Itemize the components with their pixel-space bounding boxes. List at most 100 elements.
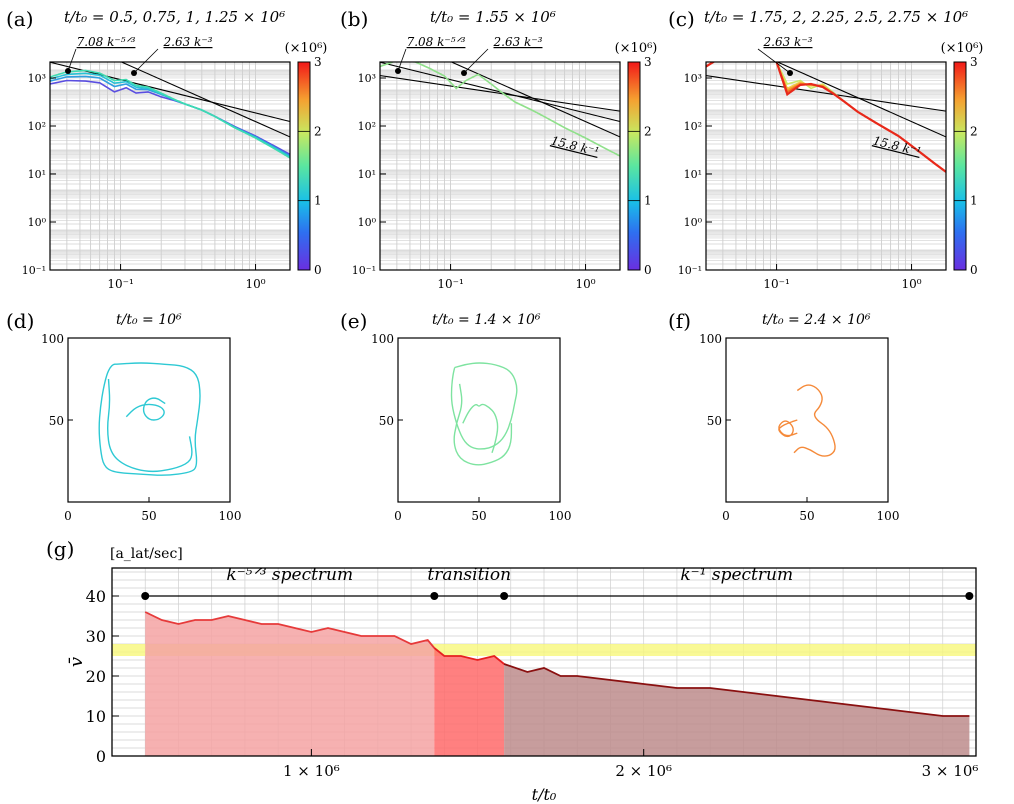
fit-leader-c-0 [757,48,791,74]
ytick-label-a-1: 10² [28,120,46,133]
colorbar-unit-c: (×10⁶) [941,41,984,56]
g-region-label-0: k⁻⁵ᐟ³ spectrum [226,565,353,585]
panel-title-c: t/t₀ = 1.75, 2, 2.25, 2.5, 2.75 × 10⁶ [704,8,968,26]
fit-leader-b-0 [397,48,407,72]
panel-letter-c: (c) [668,7,695,31]
g-marker-dot-2 [500,592,509,600]
traj-xtick-label-e-2: 100 [549,509,572,523]
xtick-label-c-0: 10⁻¹ [763,277,789,291]
trajectory-curve-d-2 [125,397,166,421]
xtick-label-a-0: 10⁻¹ [107,277,133,291]
fit-label-b-0: 7.08 k⁻⁵ᐟ³ [407,35,466,49]
fit-leader-b-1 [463,48,489,74]
ytick-label-b-1: 10² [358,120,376,133]
fit-line-a-0 [50,62,290,123]
xtick-label-c-1: 10⁰ [901,277,921,291]
ytick-label-c-4: 10⁻¹ [678,264,702,277]
traj-xtick-label-d-0: 0 [64,509,72,523]
grid-a [50,62,290,270]
fit-line-b-2 [380,75,620,112]
panel-letter-g: (g) [46,537,74,561]
fit-line-c-0 [776,62,946,138]
g-ytick-label-2: 20 [86,667,106,686]
ytick-label-a-3: 10⁰ [28,216,47,229]
traj-ytick-label-d-1: 100 [41,332,64,346]
g-region-label-2: k⁻¹ spectrum [680,565,793,585]
traj-xtick-label-e-1: 50 [471,509,486,523]
fit-label-c-0: 2.63 k⁻³ [763,35,813,49]
plot-frame-b [379,61,621,271]
trajectory-curve-d-1 [107,378,193,473]
fit-label-a-0: 7.08 k⁻⁵ᐟ³ [77,35,136,49]
ytick-label-a-0: 10³ [28,72,46,85]
g-ytick-label-3: 30 [86,627,106,646]
colorbar-tick-label-b-1: 1 [644,194,652,208]
ytick-label-a-4: 10⁻¹ [22,264,46,277]
traj-xtick-label-d-2: 100 [219,509,242,523]
colorbar-tick-label-b-2: 2 [644,124,652,138]
plot-frame-a [49,61,291,271]
colorbar-tick-label-a-0: 0 [314,263,322,277]
curves-a [50,62,290,159]
traj-frame-e [397,337,561,503]
traj-ytick-label-d-0: 50 [49,414,64,428]
trajectory-curve-d-0 [98,362,201,476]
panel-letter-e: (e) [340,309,367,333]
panel-title-a: t/t₀ = 0.5, 0.75, 1, 1.25 × 10⁶ [64,8,285,26]
traj-frame-f [725,337,889,503]
colorbar-tick-label-c-0: 0 [970,263,978,277]
xtick-label-a-1: 10⁰ [245,277,265,291]
g-velocity-curve-1 [433,647,505,665]
g-region-area-0 [145,612,435,756]
panel-title-b: t/t₀ = 1.55 × 10⁶ [430,8,556,26]
colorbar-unit-b: (×10⁶) [615,41,658,56]
ytick-label-c-0: 10³ [684,72,702,85]
traj-ytick-label-f-0: 50 [707,414,722,428]
ytick-label-b-3: 10⁰ [358,216,377,229]
g-region-area-1 [434,648,505,756]
traj-xtick-label-d-1: 50 [141,509,156,523]
panel-letter-a: (a) [6,7,34,31]
traj-xtick-label-f-0: 0 [722,509,730,523]
traj-ytick-label-e-0: 50 [379,414,394,428]
panel-letter-d: (d) [6,309,34,333]
g-ytick-label-0: 0 [96,747,106,766]
colorbar-tick-label-a-2: 2 [314,124,322,138]
g-frame [111,567,977,757]
trajectory-curve-e-0 [450,362,518,450]
colorbar-tick-label-a-1: 1 [314,194,322,208]
g-xlabel: t/t₀ [532,785,557,804]
ytick-label-b-0: 10³ [358,72,376,85]
fit-label-b-1: 2.63 k⁻³ [493,35,543,49]
spectrum-curve-a-3 [50,69,290,159]
colorbar-tick-label-c-2: 2 [970,124,978,138]
g-velocity-curve-0 [144,611,435,649]
g-velocity-curve-2 [503,663,970,717]
trajectory-curve-e-2 [462,403,499,454]
fit-line-c-1 [706,75,946,112]
xtick-label-b-0: 10⁻¹ [437,277,463,291]
fit-leader-a-0 [67,48,77,72]
ytick-label-c-1: 10² [684,120,702,133]
colorbar-tick-label-b-0: 0 [644,263,652,277]
traj-ytick-label-f-1: 100 [699,332,722,346]
g-ylabel: v̄ [66,657,87,667]
grid-b [380,62,620,270]
curves-b [380,62,620,157]
colorbar-a [297,61,311,271]
panel-letter-f: (f) [668,309,691,333]
spectrum-curve-b-0 [380,62,620,157]
colorbar-b [627,61,641,271]
panel-letter-b: (b) [340,7,368,31]
ytick-label-b-2: 10¹ [358,168,376,181]
colorbar-tick-label-a-3: 3 [314,55,322,69]
g-xtick-label-1: 2 × 10⁶ [615,762,672,780]
trajectory-curve-f-0 [793,384,836,457]
traj-xtick-label-e-0: 0 [394,509,402,523]
g-unit: [a_lat/sec] [110,546,183,562]
colorbar-tick-label-b-3: 3 [644,55,652,69]
colorbar-tick-label-c-3: 3 [970,55,978,69]
fit-label-a-1: 2.63 k⁻³ [163,35,213,49]
